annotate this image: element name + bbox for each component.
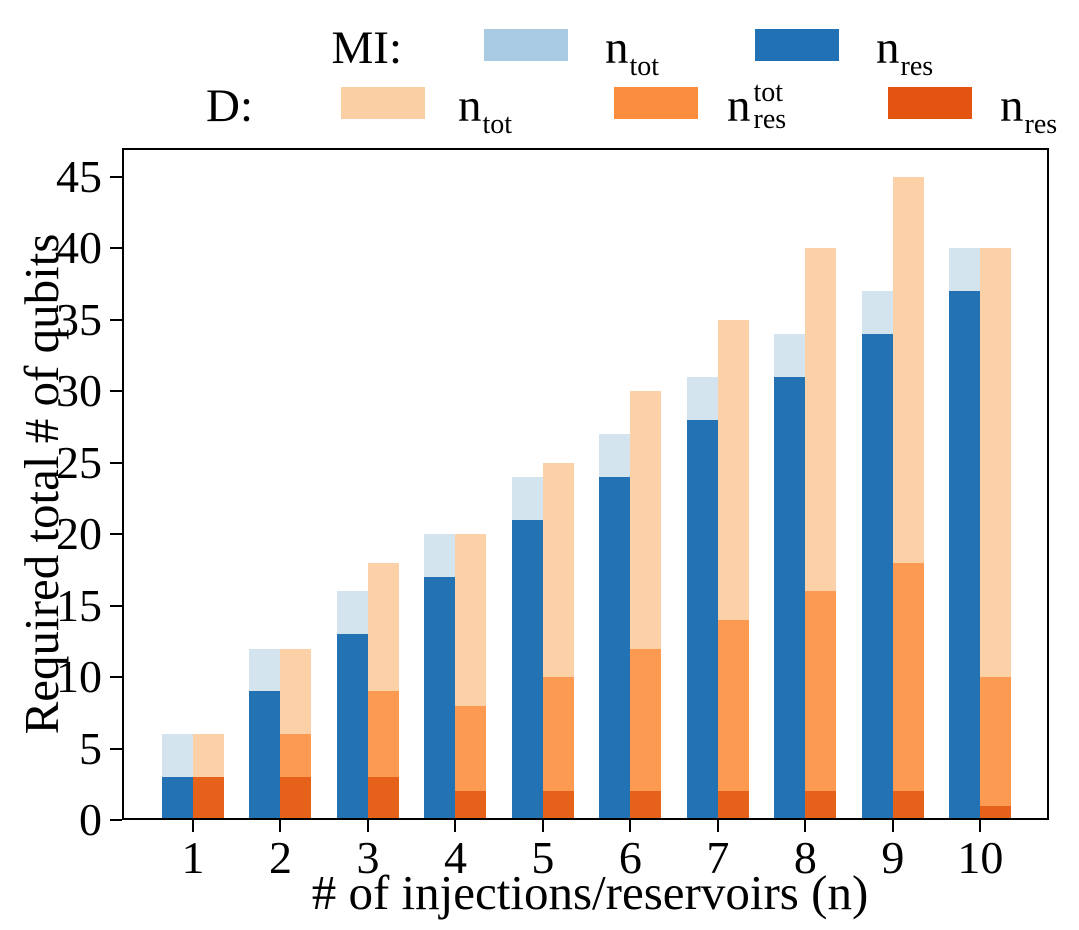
bar-d-nrestot-n7 — [717, 620, 749, 820]
y-tick-label-10: 10 — [56, 651, 102, 703]
x-tick-label-6: 6 — [618, 832, 642, 883]
x-tick-mark-10 — [979, 820, 982, 832]
bar-d-nres-n1 — [193, 777, 224, 820]
y-tick-label-15: 15 — [56, 579, 102, 631]
y-tick-mark-25 — [110, 461, 122, 464]
x-tick-label-7: 7 — [706, 832, 730, 883]
bar-d-nres-n8 — [805, 791, 837, 820]
bar-mi-nres-n1 — [162, 777, 193, 820]
bar-mi-nres-n4 — [424, 577, 456, 820]
y-tick-mark-30 — [110, 390, 122, 393]
x-tick-mark-6 — [629, 820, 632, 832]
x-tick-mark-3 — [366, 820, 369, 832]
y-tick-label-0: 0 — [79, 794, 102, 845]
x-tick-mark-1 — [192, 820, 194, 832]
bar-mi-nres-n7 — [686, 420, 718, 820]
bar-d-nrestot-n8 — [805, 591, 837, 820]
y-tick-mark-20 — [110, 533, 122, 536]
y-tick-label-20: 20 — [56, 508, 102, 560]
legend-swatch-d-nrestot — [614, 87, 698, 119]
x-tick-label-10: 10 — [957, 832, 1004, 883]
x-tick-label-3: 3 — [356, 832, 380, 883]
y-tick-label-25: 25 — [56, 436, 102, 488]
bar-mi-nres-n2 — [249, 691, 281, 820]
bar-d-nres-n3 — [367, 777, 399, 820]
bar-mi-nres-n9 — [861, 334, 893, 820]
y-tick-label-40: 40 — [56, 222, 102, 274]
legend-swatch-d-ntot — [341, 87, 425, 119]
x-tick-mark-4 — [454, 820, 457, 832]
y-tick-mark-35 — [110, 318, 122, 321]
bar-d-nres-n5 — [542, 791, 574, 820]
x-tick-mark-5 — [541, 820, 544, 832]
bar-d-nres-n6 — [630, 791, 662, 820]
bar-mi-nres-n5 — [511, 520, 543, 820]
y-tick-mark-40 — [110, 247, 122, 250]
legend-label-d-nrestot: n tot res — [727, 77, 787, 136]
plot-area — [122, 148, 1049, 820]
x-tick-mark-9 — [891, 820, 894, 832]
y-tick-mark-5 — [110, 747, 122, 750]
y-tick-label-35: 35 — [56, 293, 102, 345]
x-tick-mark-2 — [279, 820, 282, 832]
bar-d-nres-n9 — [892, 791, 924, 820]
y-tick-mark-0 — [110, 819, 122, 821]
bar-d-nres-n4 — [455, 791, 487, 820]
y-axis-label: Required total # of qubits — [14, 233, 69, 735]
bar-d-nres-n10 — [980, 806, 1012, 820]
x-tick-label-8: 8 — [793, 832, 817, 883]
legend-label-mi-ntot: ntot — [605, 22, 660, 82]
bar-d-nrestot-n9 — [892, 563, 924, 820]
x-tick-label-5: 5 — [531, 832, 555, 883]
legend-label-mi-nres: nres — [876, 22, 934, 82]
legend-label-d-ntot: ntot — [458, 80, 513, 140]
legend-swatch-d-nres — [888, 87, 972, 119]
bar-mi-nres-n8 — [774, 377, 806, 820]
x-tick-label-2: 2 — [268, 832, 292, 883]
legend-group-label-mi: MI: — [331, 22, 403, 74]
y-tick-label-30: 30 — [56, 365, 102, 417]
x-axis-label: # of injections/reservoirs (n) — [311, 865, 869, 920]
legend-group-label-d: D: — [206, 80, 253, 132]
bar-d-nrestot-n10 — [980, 677, 1012, 820]
bar-mi-nres-n10 — [949, 291, 981, 820]
legend-label-d-nres: nres — [1000, 80, 1058, 140]
y-tick-mark-15 — [110, 604, 122, 607]
y-tick-mark-45 — [110, 176, 122, 178]
bar-d-nres-n7 — [717, 791, 749, 820]
bar-mi-nres-n3 — [336, 634, 368, 820]
bar-mi-nres-n6 — [599, 477, 631, 820]
y-tick-label-5: 5 — [79, 722, 102, 774]
legend-swatch-mi-ntot — [484, 29, 568, 61]
x-tick-label-9: 9 — [881, 832, 905, 883]
x-tick-label-4: 4 — [443, 832, 467, 883]
bar-d-nres-n2 — [280, 777, 312, 820]
x-tick-label-1: 1 — [181, 832, 205, 883]
y-tick-label-45: 45 — [56, 151, 102, 202]
x-tick-mark-8 — [804, 820, 807, 832]
legend-swatch-mi-nres — [755, 29, 839, 61]
y-tick-mark-10 — [110, 676, 122, 679]
x-tick-mark-7 — [716, 820, 719, 832]
